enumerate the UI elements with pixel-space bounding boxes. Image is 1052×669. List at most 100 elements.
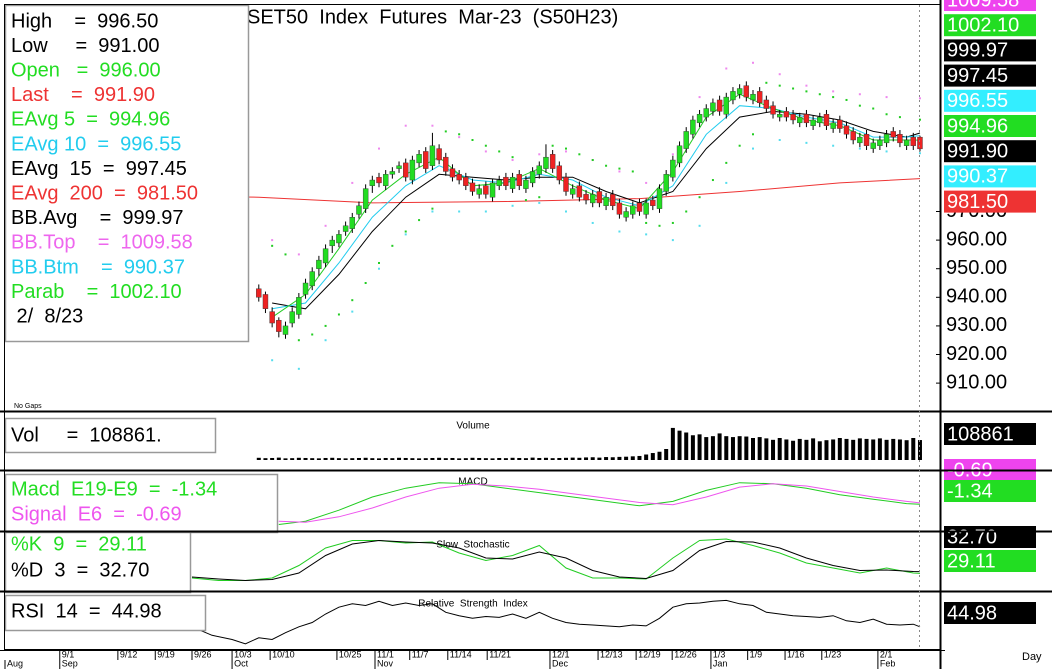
- volume-bar: [764, 438, 769, 460]
- indicator-dot: [297, 253, 300, 256]
- candle-body: [449, 168, 456, 178]
- candle-body: [523, 179, 529, 189]
- candle-body: [256, 288, 262, 298]
- value-label: 991.90: [947, 140, 1008, 162]
- value-label: 44.98: [947, 602, 997, 624]
- info-line: Signal E6 = -0.69: [11, 503, 182, 525]
- volume-bar: [684, 432, 689, 460]
- info-line: Macd E19-E9 = -1.34: [11, 478, 217, 500]
- candle-body: [309, 271, 315, 287]
- x-tick-label: 11/1: [377, 649, 394, 659]
- indicator-dot: [618, 230, 621, 233]
- indicator-dot: [404, 124, 407, 127]
- indicator-dot: [918, 152, 921, 155]
- indicator-dot: [858, 104, 861, 107]
- indicator-dot: [805, 141, 808, 144]
- indicator-dot: [778, 84, 781, 87]
- candle-body: [276, 319, 282, 332]
- candle-body: [783, 111, 790, 118]
- candle-body: [683, 131, 689, 149]
- volume-bar: [417, 458, 422, 460]
- value-label-box: [944, 480, 1036, 502]
- volume-bar: [310, 458, 315, 460]
- x-tick-label: 11/21: [489, 649, 511, 659]
- indicator-dot: [484, 144, 487, 147]
- candle-body: [369, 179, 376, 186]
- indicator-dot: [698, 224, 701, 227]
- volume-bar: [410, 458, 415, 460]
- volume-bar: [811, 438, 816, 460]
- indicator-line: [191, 599, 921, 645]
- value-label: 996.55: [947, 90, 1008, 112]
- y-tick-label: 960.00: [946, 228, 1007, 250]
- indicator-dot: [671, 221, 674, 224]
- indicator-dot: [738, 144, 741, 147]
- candle-body: [870, 142, 876, 149]
- candle-body: [817, 116, 823, 124]
- volume-bar: [704, 437, 709, 460]
- volume-bar: [757, 437, 762, 460]
- value-label: 1002.10: [947, 14, 1019, 36]
- indicator-dot: [511, 156, 514, 159]
- x-tick-label: 1/16: [787, 649, 805, 659]
- volume-bar: [550, 458, 555, 460]
- candle-body: [302, 282, 309, 295]
- info-line: BB.Btm = 990.37: [11, 256, 185, 278]
- value-label-box: [944, 423, 1036, 445]
- candle-body: [516, 174, 522, 186]
- indicator-dot: [404, 233, 407, 236]
- value-labels: 108861→: [944, 423, 1036, 445]
- candle-body: [623, 211, 629, 218]
- indicator-dot: [538, 196, 541, 199]
- panel-marks: [191, 599, 921, 645]
- info-line: %D 3 = 32.70: [11, 559, 149, 581]
- volume-bar: [697, 434, 702, 460]
- info-box: [4, 594, 207, 632]
- info-box: [4, 4, 250, 343]
- indicator-dot: [351, 310, 354, 313]
- candle-body: [436, 148, 442, 161]
- volume-bar: [817, 441, 822, 460]
- volume-bar: [517, 457, 522, 460]
- panel-title: Volume: [456, 421, 490, 432]
- candle-body: [289, 311, 295, 324]
- volume-bar: [884, 439, 889, 460]
- value-label-box: [944, 140, 1036, 163]
- candle-body: [670, 159, 676, 178]
- candle-body: [549, 154, 556, 169]
- candle-body: [663, 174, 669, 192]
- candle-body: [349, 217, 355, 229]
- candle-body: [810, 119, 816, 126]
- indicator-dot: [324, 224, 327, 227]
- candle-body: [650, 199, 656, 206]
- volume-bar: [724, 436, 729, 460]
- indicator-dot: [431, 124, 434, 127]
- volume-bar: [771, 439, 776, 460]
- volume-bar: [897, 439, 902, 460]
- indicator-dot: [711, 179, 714, 182]
- volume-bar: [437, 457, 442, 460]
- volume-bar: [390, 458, 395, 460]
- candle-body: [329, 239, 335, 247]
- candle-body: [569, 188, 576, 195]
- volume-bar: [283, 458, 288, 460]
- value-label: 29.11: [947, 550, 996, 572]
- value-label-box: [944, 190, 1036, 213]
- indicator-dot: [284, 253, 287, 256]
- candle-body: [863, 134, 870, 146]
- x-tick-label: 12/19: [638, 649, 661, 659]
- info-line: Open = 996.00: [11, 59, 161, 81]
- indicator-dot: [271, 359, 274, 362]
- indicator-dot: [578, 153, 581, 156]
- candle-body: [616, 202, 623, 215]
- x-tick-label: 11/14: [450, 649, 472, 659]
- candle-body: [770, 105, 776, 115]
- candle-body: [603, 197, 609, 206]
- indicator-dot: [752, 147, 754, 150]
- volume-bar: [423, 458, 428, 460]
- volume-bar: [557, 457, 562, 460]
- month-label: Oct: [234, 658, 249, 668]
- indicator-dot: [404, 230, 407, 233]
- month-label: Dec: [552, 658, 569, 668]
